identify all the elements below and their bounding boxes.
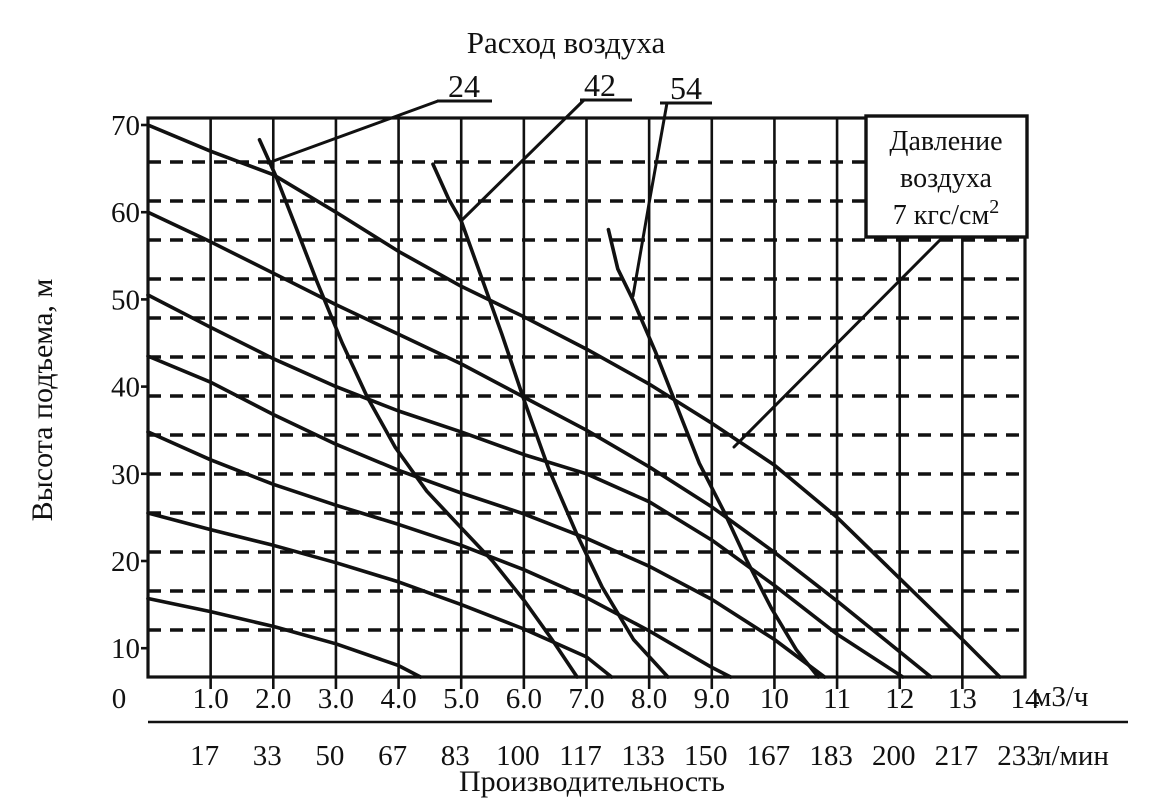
curve-lift-curve-50 <box>146 293 905 679</box>
x-tick-label-lmin: 133 <box>621 740 665 772</box>
x-tick-label-lmin: 50 <box>315 740 344 772</box>
x-tick-label-lmin: 33 <box>253 740 282 772</box>
leader-24 <box>266 99 440 165</box>
x-tick-label-m3h: 13 <box>948 683 977 715</box>
y-tick-label: 60 <box>111 197 140 229</box>
x-tick-label-lmin: 117 <box>559 740 601 772</box>
curve-air-flow-54 <box>606 227 821 679</box>
curve-lift-curve-25 <box>146 511 614 679</box>
legend-line-3: 7 кгс/см2 <box>893 196 999 231</box>
x-tick-label-m3h: 3.0 <box>318 683 354 715</box>
legend-line-3-base: 7 кгс/см <box>893 200 990 231</box>
x-axis-unit-lmin: л/мин <box>1037 740 1109 772</box>
leader-lines <box>266 98 945 449</box>
legend-line-1: Давление <box>889 126 1002 157</box>
curve-lift-curve-35 <box>146 430 733 679</box>
x-tick-label-m3h: 10 <box>760 683 789 715</box>
x-tick-label-lmin: 83 <box>441 740 470 772</box>
air-flow-label-54: 54 <box>670 70 702 106</box>
x-tick-label-lmin: 17 <box>190 740 219 772</box>
y-tick-label: 10 <box>111 633 140 665</box>
curve-lift-curve-70 <box>146 123 1002 679</box>
x-tick-label-lmin: 100 <box>496 740 540 772</box>
x-tick-label-m3h: 9.0 <box>694 683 730 715</box>
x-tick-label-lmin: 150 <box>684 740 728 772</box>
x-tick-label-m3h: 6.0 <box>506 683 542 715</box>
x-tick-label-m3h: 1.0 <box>193 683 229 715</box>
y-axis-title: Высота подъема, м <box>26 279 59 522</box>
x-tick-label-m3h: 8.0 <box>631 683 667 715</box>
x-tick-label-lmin: 67 <box>378 740 407 772</box>
x-tick-label-lmin: 183 <box>809 740 853 772</box>
grid-lines <box>148 118 1025 677</box>
x-tick-label-lmin: 200 <box>872 740 916 772</box>
y-tick-label: 20 <box>111 546 140 578</box>
y-tick-label: 70 <box>111 110 140 142</box>
curve-lift-curve-16 <box>146 596 423 679</box>
chart-title: Расход воздуха <box>467 25 666 60</box>
origin-label: 0 <box>112 683 127 715</box>
x-tick-label-m3h: 2.0 <box>255 683 291 715</box>
legend-line-2: воздуха <box>900 163 992 194</box>
leader-legend <box>732 235 945 449</box>
x-tick-label-m3h: 4.0 <box>380 683 416 715</box>
x-tick-label-m3h: 11 <box>823 683 851 715</box>
curve-lift-curve-43 <box>146 354 827 679</box>
x-axis-title: Производительность <box>459 765 725 798</box>
x-tick-label-m3h: 14 <box>1011 683 1041 715</box>
x-tick-label-m3h: 7.0 <box>568 683 604 715</box>
leader-54 <box>631 101 669 298</box>
legend-line-3-superscript: 2 <box>989 196 999 218</box>
x-axis-unit-m3h: м3/ч <box>1033 681 1089 713</box>
x-tick-label-lmin: 167 <box>747 740 791 772</box>
data-curves <box>146 123 1002 679</box>
tick-labels: 1.0 2.0 3.0 4.0 5.0 6.0 7.0 8.0 9.0 10 11 12 13 14 17 3… <box>111 110 1041 772</box>
x-tick-label-lmin: 217 <box>935 740 979 772</box>
leader-42 <box>460 98 586 222</box>
curve-lift-curve-60 <box>146 210 933 679</box>
y-tick-label: 50 <box>111 284 140 316</box>
y-tick-label: 40 <box>111 372 140 404</box>
curve-air-flow-42 <box>431 162 670 679</box>
legend-box <box>864 114 1029 239</box>
air-flow-label-42: 42 <box>584 67 616 103</box>
curve-air-flow-24 <box>257 138 579 679</box>
tick-marks <box>141 123 964 689</box>
y-tick-label: 30 <box>111 459 140 491</box>
x-tick-label-lmin: 233 <box>997 740 1041 772</box>
x-tick-label-m3h: 12 <box>885 683 914 715</box>
x-tick-label-m3h: 5.0 <box>443 683 479 715</box>
air-flow-label-24: 24 <box>448 68 480 104</box>
